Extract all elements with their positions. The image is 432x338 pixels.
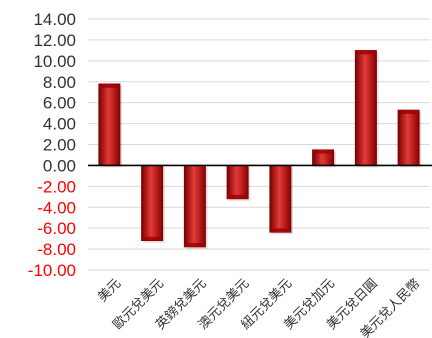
bar <box>183 165 206 248</box>
bar <box>98 83 121 166</box>
bar-cap <box>226 194 249 199</box>
bar-cap <box>397 109 420 114</box>
y-tick-label: -10.00 <box>28 261 76 280</box>
y-tick-label: 12.00 <box>33 31 76 50</box>
y-tick-label: -4.00 <box>37 198 76 217</box>
bar-cap <box>98 83 121 88</box>
bar-cap <box>141 236 163 241</box>
bars-layer <box>98 50 422 249</box>
y-tick-label: 8.00 <box>43 73 76 92</box>
bar-cap <box>184 242 206 247</box>
y-tick-label: 4.00 <box>43 115 76 134</box>
y-tick-label: 10.00 <box>33 52 76 71</box>
y-tick-label: -2.00 <box>37 177 76 196</box>
y-tick-label: 6.00 <box>43 94 76 113</box>
y-tick-label: 14.00 <box>33 10 76 29</box>
bar <box>354 50 377 166</box>
y-tick-label: 0.00 <box>43 156 76 175</box>
bar <box>226 165 249 200</box>
y-tick-labels: 14.00 12.00 10.00 8.00 6.00 4.00 2.000.00 -2.00… <box>28 10 76 280</box>
bar-cap <box>312 149 334 154</box>
bar <box>397 109 420 166</box>
bar-cap <box>269 228 292 233</box>
bar <box>269 165 292 233</box>
grid-layer <box>88 18 430 271</box>
y-tick-label: 2.00 <box>43 136 76 155</box>
x-tick-label: 美元 <box>95 276 124 305</box>
y-tick-label: -8.00 <box>37 240 76 259</box>
bar-cap <box>355 50 377 55</box>
bar <box>141 165 164 242</box>
y-tick-label: -6.00 <box>37 219 76 238</box>
